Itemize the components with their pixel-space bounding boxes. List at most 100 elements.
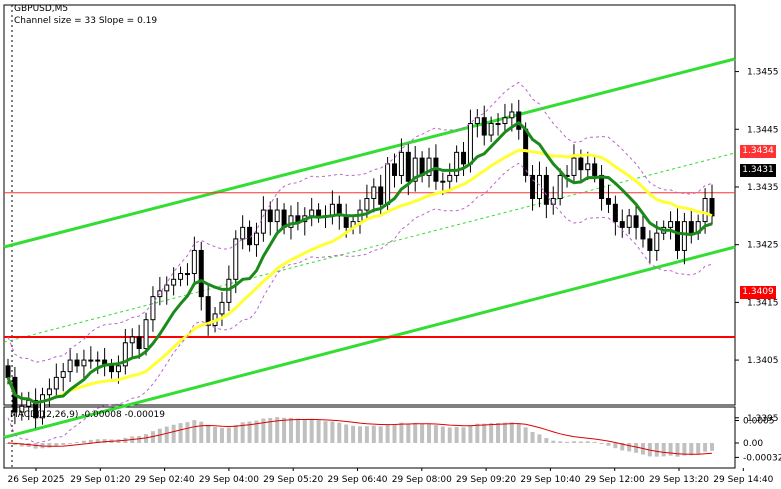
macd-bar	[578, 441, 583, 443]
macd-bar	[206, 424, 211, 443]
candle-body	[253, 232, 259, 246]
macd-bar	[385, 424, 390, 443]
candle-body	[578, 157, 584, 171]
x-tick-label: 29 Sep 12:00	[585, 475, 645, 485]
macd-bar	[530, 431, 535, 443]
candle-body	[605, 198, 611, 205]
macd-bar	[157, 428, 162, 443]
macd-bar	[75, 442, 80, 444]
x-tick-label: 29 Sep 06:40	[327, 475, 387, 485]
macd-bar	[219, 428, 224, 443]
macd-bar	[268, 417, 273, 443]
candle-body	[647, 238, 653, 251]
candle-body	[191, 249, 197, 275]
candle-body	[95, 359, 101, 362]
envelope-lower	[7, 162, 713, 444]
candle-body	[205, 296, 211, 326]
y-tick-label: 1.3445	[747, 125, 779, 135]
macd-bar	[68, 443, 73, 444]
x-tick-label: 29 Sep 04:00	[199, 475, 259, 485]
macd-bar	[275, 417, 280, 443]
y-tick-label: 1.3425	[747, 241, 779, 251]
candle-body	[392, 163, 398, 176]
channel-info: Channel size = 33 Slope = 0.19	[14, 16, 158, 26]
candle-body	[585, 163, 591, 171]
macd-bar	[634, 443, 639, 453]
candle-body	[467, 123, 473, 165]
candle-body	[371, 186, 377, 200]
macd-bar	[565, 441, 570, 443]
candle-body	[136, 336, 142, 350]
candle-body	[599, 174, 605, 200]
candle-body	[454, 151, 460, 176]
macd-bar	[247, 421, 252, 443]
candle-body	[709, 198, 715, 217]
candle-body	[385, 163, 391, 205]
candle-body	[440, 180, 446, 183]
candle-body	[674, 221, 680, 251]
macd-bar	[164, 426, 169, 443]
macd-bar	[240, 422, 245, 443]
candle-body	[267, 209, 273, 223]
channel-middle	[3, 152, 736, 343]
candle-body	[129, 336, 135, 344]
candle-body	[640, 226, 646, 240]
macd-bar	[461, 427, 466, 443]
macd-bar	[585, 441, 590, 443]
macd-bar	[710, 443, 714, 451]
candle-body	[115, 365, 121, 373]
candle-body	[398, 151, 404, 176]
macd-bar	[433, 425, 438, 443]
candle-body	[33, 399, 39, 419]
candle-body	[309, 209, 315, 217]
macd-bar	[261, 418, 266, 443]
candle-body	[516, 111, 522, 130]
candle-body	[557, 174, 563, 200]
price-panel-frame	[3, 4, 736, 406]
price-tag-1.3409: 1.3409	[740, 286, 776, 299]
candle-body	[240, 226, 246, 240]
macd-bar	[509, 422, 514, 443]
candle-body	[150, 296, 156, 321]
candle-body	[495, 123, 501, 126]
candle-body	[178, 273, 184, 280]
macd-bar	[47, 443, 52, 448]
envelope-upper	[7, 81, 713, 363]
x-tick-label: 29 Sep 02:40	[135, 475, 195, 485]
macd-bar	[420, 423, 425, 443]
candle-body	[143, 319, 149, 350]
macd-bar	[192, 420, 197, 443]
macd-bar	[413, 422, 418, 443]
macd-bar	[516, 423, 521, 443]
macd-bar	[358, 426, 362, 443]
candle-body	[592, 163, 598, 176]
macd-bar	[288, 417, 293, 443]
macd-bar	[54, 443, 59, 447]
macd-bar	[627, 443, 632, 452]
ma-fast-line	[6, 120, 713, 405]
x-tick-label: 26 Sep 2025	[7, 475, 64, 485]
candle-body	[171, 278, 177, 286]
x-tick-label: 29 Sep 09:20	[456, 475, 516, 485]
macd-bar	[309, 419, 314, 443]
macd-bar	[364, 426, 369, 443]
macd-bar	[344, 424, 349, 443]
macd-bar	[330, 421, 335, 443]
macd-bar	[302, 419, 307, 443]
candle-body	[5, 365, 11, 378]
x-tick-label: 29 Sep 05:20	[263, 475, 323, 485]
candle-body	[502, 117, 508, 125]
macd-bar	[675, 443, 680, 457]
macd-bar	[226, 427, 231, 443]
macd-bar	[475, 423, 480, 443]
macd-bar	[378, 426, 383, 443]
macd-bar	[668, 443, 673, 456]
macd-bar	[171, 424, 176, 443]
y-tick-label: 1.3455	[747, 68, 779, 78]
macd-bar	[282, 417, 287, 443]
macd-bar	[654, 443, 659, 457]
macd-bar	[19, 443, 24, 447]
macd-bar	[599, 443, 604, 444]
